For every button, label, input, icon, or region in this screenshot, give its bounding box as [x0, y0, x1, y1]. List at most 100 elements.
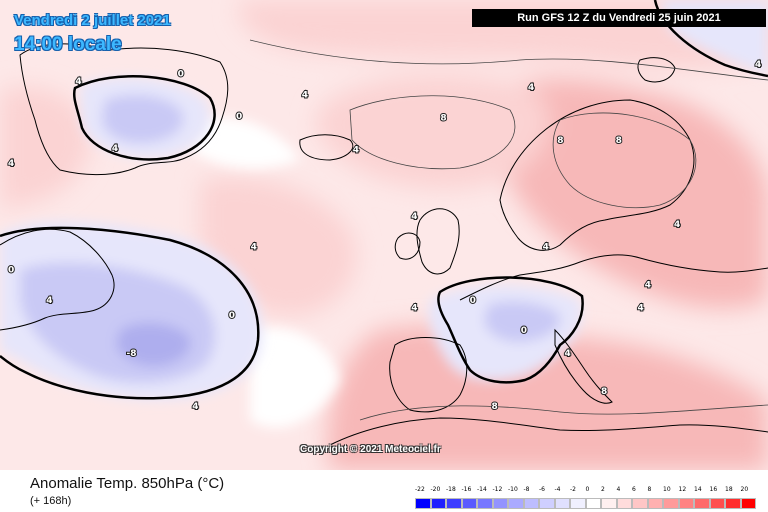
zero-contour-greenland: [73, 75, 216, 161]
legend-swatch: [740, 498, 756, 509]
legend-tick: -16: [461, 486, 472, 493]
legend-color-bar: [415, 498, 756, 509]
map-footer: Anomalie Temp. 850hPa (°C) (+ 168h) -22-…: [0, 470, 768, 512]
forecast-time-title: 14:00 locale: [14, 34, 122, 55]
legend-tick: -6: [539, 486, 545, 493]
contour-value-label: 8: [616, 136, 622, 146]
thin-contours: [249, 39, 768, 421]
neutral-band-atlantic: [190, 117, 300, 169]
contour-value-label: 4: [543, 243, 549, 253]
legend-swatch: [632, 498, 648, 509]
contour-value-label: 4: [411, 303, 417, 313]
contour-value-label: 4: [8, 159, 14, 169]
contour-value-label: 0: [470, 296, 476, 306]
anomaly-map: 4 0 4 0 4 4 0 4 -8 4 0 4 4 8 4 8 8 4 4 0 0 4 4 4 4 8 8 4 4: [0, 0, 768, 470]
warm-anomaly-west: [0, 86, 91, 210]
contour-value-label: 4: [192, 402, 198, 412]
legend-tick: 8: [647, 486, 652, 493]
contour-4-atlantic: [349, 95, 516, 170]
legend-tick: -14: [477, 486, 487, 493]
zero-contour-labrador: [0, 226, 260, 400]
legend-swatch: [725, 498, 741, 509]
warm-anomaly-scandinavia: [491, 78, 768, 309]
contour-value-label: 8: [440, 113, 446, 123]
legend-swatch: [415, 498, 431, 509]
contour-value-label: 4: [112, 144, 118, 154]
legend-swatch: [647, 498, 663, 509]
legend-tick-labels: -22 -20 -18 -16 -14 -12 -10 -8 -6 -4 -2 0 2 4 6 8 10 12 14…: [415, 478, 756, 496]
iberia-coast: [389, 337, 468, 413]
ireland-coast: [394, 232, 421, 260]
contour-value-label: 4: [674, 220, 680, 230]
copyright-notice: Copyright © 2021 Meteociel.fr: [300, 444, 441, 455]
legend-tick: -18: [446, 486, 456, 493]
contour-value-label: 4: [251, 243, 257, 253]
legend-swatch: [477, 498, 493, 509]
legend-swatch: [554, 498, 570, 509]
legend-tick: 16: [709, 486, 718, 493]
contour-value-label: 4: [302, 91, 308, 101]
contour-value-label: 8: [492, 402, 498, 412]
legend-swatch: [523, 498, 539, 509]
contour-4-north: [249, 39, 768, 81]
contour-value-labels: 4 0 4 0 4 4 0 4 -8 4 0 4 4 8 4 8 8 4 4 0 0 4 4 4 4 8 8 4 4: [7, 59, 762, 413]
legend-swatch: [616, 498, 632, 509]
legend-tick: -20: [430, 486, 441, 493]
contour-value-label: 4: [645, 281, 651, 291]
iceland-coast: [299, 134, 354, 161]
legend-tick: -10: [508, 486, 518, 493]
legend-swatch: [508, 498, 524, 509]
legend-swatch: [694, 498, 710, 509]
contour-value-label: 0: [178, 69, 184, 79]
legend-tick: 12: [678, 486, 687, 493]
svalbard-coast: [637, 57, 676, 83]
legend-swatch: [678, 498, 694, 509]
contour-value-label: 8: [601, 387, 607, 397]
legend-swatch: [663, 498, 679, 509]
legend-swatch: [492, 498, 508, 509]
north-africa-coast: [329, 417, 768, 446]
contour-value-label: 4: [565, 349, 571, 359]
legend-swatch: [539, 498, 555, 509]
contour-value-label: 4: [411, 212, 417, 222]
legend-tick: -2: [570, 486, 576, 493]
legend-tick: 18: [725, 486, 733, 493]
lead-time: (+ 168h): [30, 495, 72, 507]
field-title: Anomalie Temp. 850hPa (°C): [30, 475, 225, 492]
legend-swatch: [430, 498, 446, 509]
color-scale-legend: -22 -20 -18 -16 -14 -12 -10 -8 -6 -4 -2 0 2 4 6 8 10 12 14…: [415, 478, 756, 509]
contour-value-label: 4: [638, 303, 644, 313]
legend-swatch: [709, 498, 725, 509]
legend-swatch: [570, 498, 586, 509]
cold-anomaly-greenland-core: [102, 95, 184, 144]
legend-tick: 10: [663, 486, 671, 493]
contour-value-label: 8: [557, 136, 563, 146]
cold-anomaly-labrador-deep: [116, 322, 191, 367]
contour-value-label: 4: [75, 77, 81, 87]
contour-value-label: 0: [229, 311, 235, 321]
contour-value-label: 4: [528, 83, 534, 93]
legend-tick: -22: [415, 486, 425, 493]
labrador-coast: [0, 228, 115, 331]
legend-tick: 2: [601, 486, 605, 493]
italy-coast: [554, 328, 613, 404]
legend-tick: -4: [554, 486, 561, 493]
legend-tick: 20: [740, 486, 749, 493]
legend-swatch: [446, 498, 462, 509]
legend-tick: 0: [585, 486, 590, 493]
cold-anomaly-france-core: [484, 301, 561, 342]
model-run-banner: Run GFS 12 Z du Vendredi 25 juin 2021: [472, 9, 766, 27]
contour-value-label: 0: [521, 326, 527, 336]
legend-tick: 4: [616, 486, 621, 493]
cold-shading: [0, 0, 768, 400]
contour-value-label: 4: [353, 145, 359, 155]
legend-tick: -8: [523, 486, 530, 493]
legend-swatch: [601, 498, 617, 509]
neutral-shading: [190, 117, 340, 428]
contour-value-label: 4: [46, 296, 52, 306]
legend-tick: 6: [632, 486, 636, 493]
neutral-band-sea: [250, 327, 340, 428]
contour-4-med: [359, 404, 768, 421]
contour-8-scandinavia: [552, 112, 697, 208]
